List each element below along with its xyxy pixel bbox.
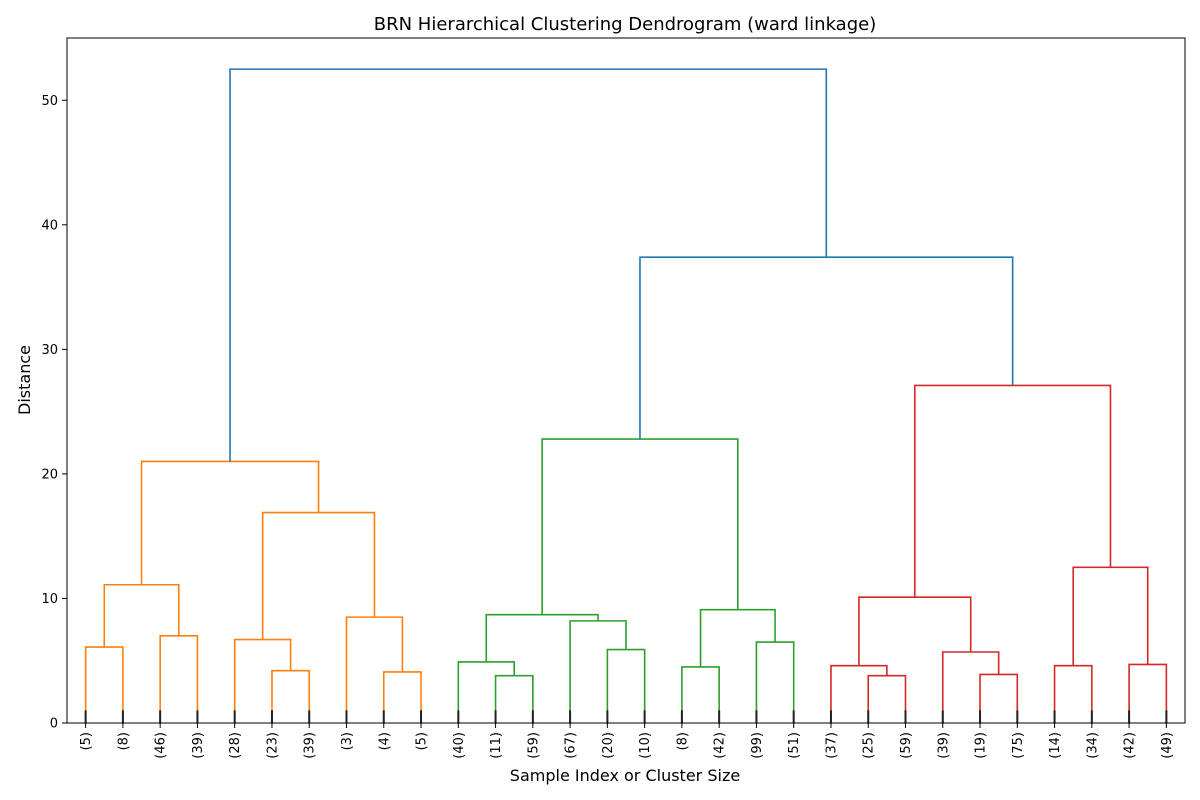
leaf-label: (23) xyxy=(265,732,280,759)
leaf-label: (40) xyxy=(452,732,467,759)
leaf-label: (39) xyxy=(303,732,318,759)
leaf-label: (5) xyxy=(415,732,430,750)
leaf-label: (51) xyxy=(787,732,802,759)
leaf-label: (10) xyxy=(638,732,653,759)
leaf-marks xyxy=(84,710,1168,724)
y-tick-label: 30 xyxy=(41,343,58,358)
dendrogram-link xyxy=(1128,663,1168,723)
leaf-label: (11) xyxy=(489,732,504,759)
leaf-label: (20) xyxy=(601,732,616,759)
leaf-label: (8) xyxy=(675,732,690,750)
dendrogram-links xyxy=(84,68,1168,723)
leaf-label: (37) xyxy=(824,732,839,759)
dendrogram-link xyxy=(229,68,828,462)
dendrogram-link xyxy=(233,638,292,723)
dendrogram-link xyxy=(271,669,311,723)
dendrogram-link xyxy=(569,620,627,723)
dendrogram-link xyxy=(494,674,534,723)
y-axis-ticks: 0 10 20 30 40 50 xyxy=(41,94,67,732)
dendrogram-link xyxy=(261,511,376,640)
leaf-label: (67) xyxy=(564,732,579,759)
dendrogram-link xyxy=(867,674,907,723)
leaf-label: (39) xyxy=(936,732,951,759)
leaf-label: (34) xyxy=(1085,732,1100,759)
y-tick-label: 10 xyxy=(41,592,58,607)
dendrogram-link xyxy=(1053,664,1093,723)
leaf-label: (75) xyxy=(1011,732,1026,759)
leaf-label: (42) xyxy=(713,732,728,759)
dendrogram-link xyxy=(606,648,646,723)
y-tick-label: 40 xyxy=(41,218,58,233)
dendrogram-link xyxy=(457,661,515,723)
y-tick-label: 50 xyxy=(41,94,58,109)
dendrogram-link xyxy=(979,673,1019,723)
dendrogram-link xyxy=(485,613,599,662)
leaf-label: (3) xyxy=(340,732,355,750)
dendrogram-link xyxy=(103,583,180,648)
dendrogram-link xyxy=(345,616,404,723)
leaf-label: (8) xyxy=(116,732,131,750)
leaf-label: (59) xyxy=(526,732,541,759)
leaf-label: (42) xyxy=(1123,732,1138,759)
dendrogram-link xyxy=(159,635,199,723)
dendrogram-link xyxy=(914,384,1112,598)
y-axis-label: Distance xyxy=(15,345,34,415)
dendrogram-link xyxy=(140,460,320,585)
leaf-label: (25) xyxy=(862,732,877,759)
dendrogram-link xyxy=(699,608,776,667)
chart-title: BRN Hierarchical Clustering Dendrogram (… xyxy=(374,14,876,35)
leaf-label: (5) xyxy=(79,732,94,750)
dendrogram-link xyxy=(858,596,972,666)
leaf-label: (49) xyxy=(1160,732,1175,759)
leaf-label: (99) xyxy=(750,732,765,759)
dendrogram-link xyxy=(1072,566,1149,666)
x-axis-ticks: (5) (8) (46) (39) (28) (23) (39) (3) (4) (5) (40) (… xyxy=(79,723,1175,759)
y-tick-label: 20 xyxy=(41,467,58,482)
dendrogram-link xyxy=(941,651,1000,723)
leaf-label: (39) xyxy=(191,732,206,759)
dendrogram-link xyxy=(639,256,1014,440)
x-axis-label: Sample Index or Cluster Size xyxy=(510,766,740,785)
dendrogram-link xyxy=(681,666,720,723)
plot-frame xyxy=(66,37,1186,724)
dendrogram-link xyxy=(84,646,124,723)
leaf-label: (19) xyxy=(974,732,989,759)
leaf-label: (28) xyxy=(228,732,243,759)
leaf-label: (46) xyxy=(154,732,169,759)
dendrogram-link xyxy=(382,671,422,723)
dendrogram-link xyxy=(755,641,795,723)
leaf-label: (4) xyxy=(377,732,392,750)
dendrogram-link xyxy=(541,438,739,615)
leaf-label: (59) xyxy=(899,732,914,759)
y-tick-label: 0 xyxy=(50,717,58,732)
dendrogram-link xyxy=(830,664,888,723)
leaf-label: (14) xyxy=(1048,732,1063,759)
